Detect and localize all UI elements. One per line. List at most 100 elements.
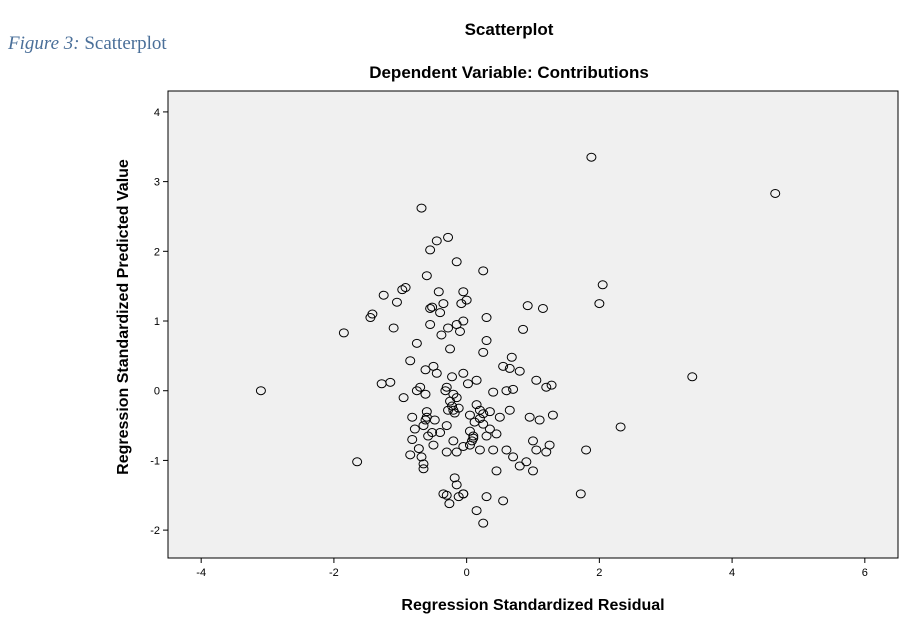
- data-point: [498, 496, 509, 506]
- data-point: [451, 447, 462, 457]
- data-point: [443, 232, 454, 242]
- data-point: [481, 313, 492, 323]
- data-point: [458, 441, 469, 451]
- data-point: [425, 320, 436, 329]
- x-axis-title: Regression Standardized Residual: [401, 597, 664, 614]
- data-point: [474, 414, 485, 424]
- y-axis: -2 -1 0 1 2 3 4: [150, 107, 168, 537]
- data-point: [481, 336, 492, 346]
- data-point: [478, 419, 489, 429]
- data-point: [433, 287, 444, 297]
- data-point: [508, 452, 519, 462]
- data-point: [478, 518, 489, 528]
- x-tick-label: 2: [596, 567, 602, 579]
- data-point: [415, 382, 426, 392]
- data-point: [508, 384, 519, 394]
- y-axis-title: Regression Standardized Predicted Value: [115, 159, 132, 475]
- data-point: [478, 409, 489, 419]
- data-point: [449, 473, 460, 483]
- data-point: [494, 412, 505, 422]
- data-point: [471, 375, 482, 385]
- data-point: [443, 323, 454, 333]
- data-point: [546, 380, 557, 390]
- data-point: [427, 302, 438, 312]
- data-point: [441, 421, 452, 431]
- y-tick-label: 2: [154, 246, 160, 258]
- data-point: [481, 492, 492, 502]
- data-point: [461, 295, 472, 305]
- data-point: [462, 379, 473, 389]
- data-point: [537, 303, 548, 313]
- data-point: [491, 466, 502, 476]
- data-point: [770, 188, 781, 198]
- data-point: [425, 303, 436, 313]
- data-point: [367, 309, 378, 319]
- data-point: [484, 424, 495, 434]
- data-point: [451, 393, 462, 403]
- data-point: [421, 271, 432, 281]
- data-point: [458, 368, 469, 378]
- y-tick-label: 0: [154, 386, 160, 398]
- data-point: [397, 285, 408, 295]
- data-point: [586, 152, 597, 162]
- data-point: [491, 429, 502, 439]
- data-point: [418, 464, 429, 474]
- y-tick-label: 3: [154, 177, 160, 189]
- data-point: [471, 400, 482, 410]
- data-point: [405, 356, 416, 366]
- data-point: [400, 283, 411, 293]
- x-tick-label: -4: [196, 567, 206, 579]
- data-point: [544, 440, 555, 450]
- data-point: [255, 386, 266, 396]
- data-point: [478, 347, 489, 357]
- data-point: [352, 457, 363, 467]
- data-point: [418, 421, 429, 431]
- data-point: [575, 489, 586, 499]
- data-point: [398, 393, 409, 403]
- data-point: [528, 466, 538, 476]
- data-point: [458, 316, 469, 326]
- chart-title: Scatterplot: [465, 20, 554, 39]
- data-point: [521, 457, 532, 467]
- data-point: [547, 410, 558, 420]
- data-point: [498, 361, 509, 371]
- data-point: [440, 386, 451, 396]
- data-point: [484, 407, 495, 417]
- data-point: [376, 379, 387, 389]
- data-point: [441, 490, 452, 500]
- data-point: [427, 428, 438, 438]
- data-point: [445, 344, 456, 354]
- data-point: [514, 461, 525, 471]
- data-point: [441, 447, 452, 457]
- data-point: [405, 450, 416, 460]
- data-point: [421, 407, 432, 417]
- data-point: [455, 326, 465, 336]
- data-point: [597, 280, 608, 290]
- data-point: [338, 328, 349, 338]
- figure-caption: Figure 3: Scatterplot: [8, 33, 167, 55]
- data-point: [468, 433, 479, 443]
- data-point: [474, 445, 485, 455]
- data-point: [407, 435, 418, 445]
- data-point: [428, 440, 439, 450]
- data-point: [407, 412, 418, 422]
- data-point: [411, 338, 422, 348]
- data-point: [391, 297, 402, 307]
- data-point: [522, 301, 533, 311]
- data-point: [378, 290, 389, 300]
- x-tick-label: -2: [329, 567, 339, 579]
- data-point: [506, 352, 517, 362]
- data-point: [458, 489, 469, 499]
- data-point: [518, 324, 529, 334]
- data-point: [448, 436, 459, 446]
- data-point: [416, 203, 427, 213]
- y-tick-label: -1: [150, 455, 160, 467]
- data-point: [441, 382, 452, 392]
- data-point: [478, 266, 489, 276]
- data-point: [504, 405, 515, 415]
- data-point: [504, 363, 515, 373]
- data-point: [447, 372, 458, 382]
- data-point: [468, 431, 479, 441]
- chart-subtitle: Dependent Variable: Contributions: [369, 63, 649, 82]
